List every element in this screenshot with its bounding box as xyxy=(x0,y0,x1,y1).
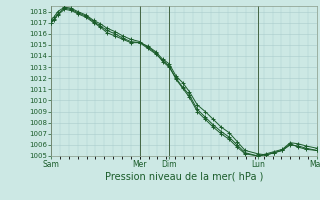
X-axis label: Pression niveau de la mer( hPa ): Pression niveau de la mer( hPa ) xyxy=(105,172,263,182)
